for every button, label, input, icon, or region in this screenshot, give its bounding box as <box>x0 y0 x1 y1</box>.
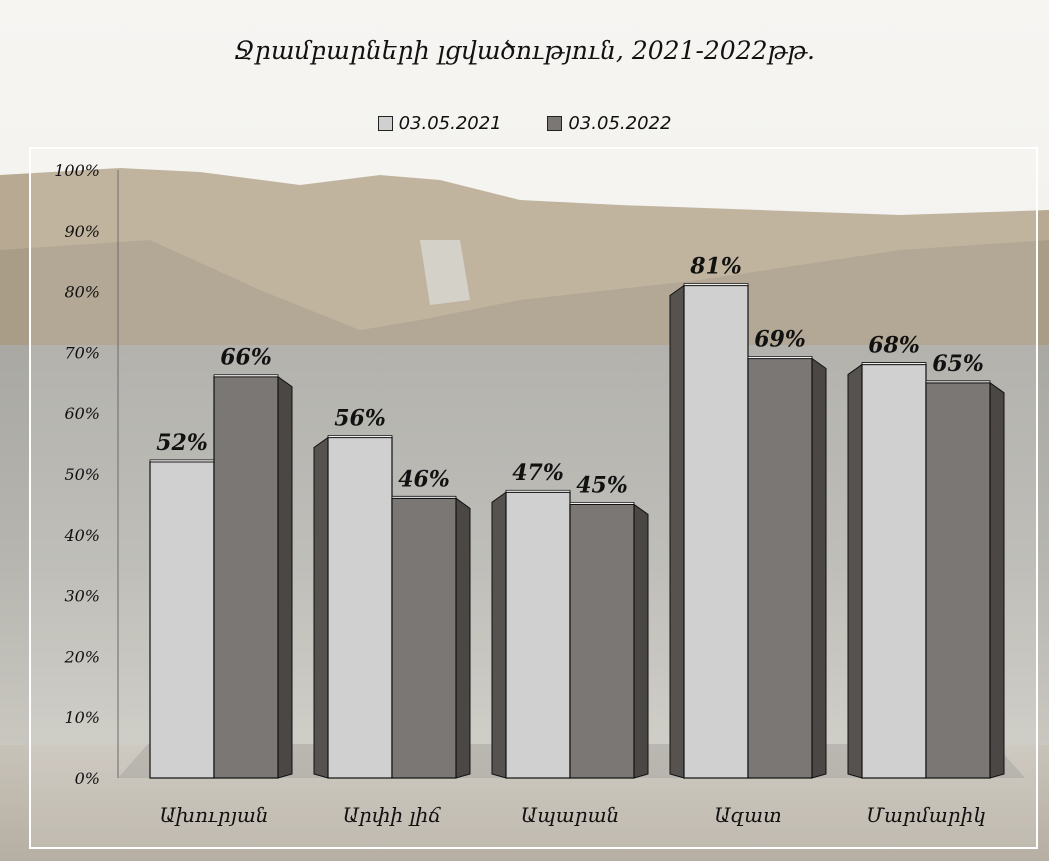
bar-side-face <box>633 503 649 779</box>
data-label: 69% <box>754 326 806 352</box>
bar-2021 <box>861 363 927 779</box>
y-tick-label: 0% <box>75 769 100 788</box>
legend-label-2022: 03.05.2022 <box>568 113 672 134</box>
bar-2022 <box>391 497 457 779</box>
y-tick-label: 90% <box>64 222 100 241</box>
data-label: 47% <box>512 460 564 486</box>
bar-side-face <box>811 357 827 779</box>
bar-top-face <box>747 356 813 359</box>
y-axis-ticks: 0% 10% 20% 30% 40% 50% 60% 70% 80% 90% 100% <box>54 161 100 788</box>
legend-item-2021: 03.05.2021 <box>377 113 502 134</box>
y-tick-label: 60% <box>64 404 100 423</box>
legend-swatch-2022 <box>547 116 563 131</box>
legend: 03.05.2021 03.05.2022 <box>0 113 1049 136</box>
data-label: 65% <box>932 351 984 377</box>
bars-group <box>149 283 1005 779</box>
x-category-label: Ախուրյան <box>159 803 268 827</box>
bar-top-face <box>505 489 571 493</box>
data-label: 52% <box>156 430 208 456</box>
bar-top-face <box>861 362 927 365</box>
bar-top-face <box>149 459 215 463</box>
bar-2022 <box>569 503 635 779</box>
bar-2021 <box>327 436 393 779</box>
y-tick-label: 80% <box>64 283 100 302</box>
data-label: 66% <box>220 345 272 371</box>
bar-top-face <box>391 495 457 499</box>
x-category-label: Ապարան <box>521 803 620 827</box>
legend-item-2022: 03.05.2022 <box>547 113 671 134</box>
data-label: 68% <box>868 333 920 359</box>
bar-2021 <box>683 284 749 779</box>
data-label: 46% <box>398 466 450 492</box>
data-label: 45% <box>576 472 628 498</box>
bar-top-face <box>327 435 393 438</box>
chart-title: Ջրամբարների լցվածություն, 2021-2022թթ. <box>233 36 815 65</box>
y-tick-label: 50% <box>64 465 100 484</box>
data-label: 56% <box>334 406 386 432</box>
y-tick-label: 40% <box>63 526 100 545</box>
data-labels-group: 52% 66% 56% 46% 47% 45% 81% 69% 68% 65% <box>156 254 984 499</box>
bar-2022 <box>747 357 813 779</box>
bar-2021 <box>505 491 571 779</box>
bar-side-face <box>989 381 1005 779</box>
legend-swatch-2021 <box>377 116 393 131</box>
data-label: 81% <box>689 254 742 280</box>
bar-side-face <box>277 375 293 779</box>
bar-side-face <box>455 497 471 779</box>
bar-2022 <box>213 376 279 779</box>
bar-2021 <box>149 461 215 779</box>
bar-side-face <box>669 284 685 779</box>
y-tick-label: 100% <box>54 161 100 180</box>
x-category-label: Ազատ <box>714 803 782 827</box>
x-axis-categories: Ախուրյան Արփի լիճ Ապարան Ազատ Մարմարիկ <box>159 803 985 827</box>
bar-top-face <box>683 283 749 286</box>
bar-top-face <box>213 374 279 378</box>
bar-side-face <box>313 436 329 779</box>
x-category-label: Արփի լիճ <box>343 803 442 827</box>
legend-label-2021: 03.05.2021 <box>398 113 502 134</box>
y-tick-label: 70% <box>64 343 100 362</box>
bar-side-face <box>491 491 507 779</box>
x-category-label: Մարմարիկ <box>866 803 986 827</box>
bar-top-face <box>925 380 991 384</box>
y-tick-label: 10% <box>64 708 100 727</box>
bar-top-face <box>569 501 635 505</box>
y-tick-label: 30% <box>64 587 100 606</box>
bar-2022 <box>925 382 991 779</box>
bar-side-face <box>847 363 863 779</box>
y-tick-label: 20% <box>63 647 100 666</box>
